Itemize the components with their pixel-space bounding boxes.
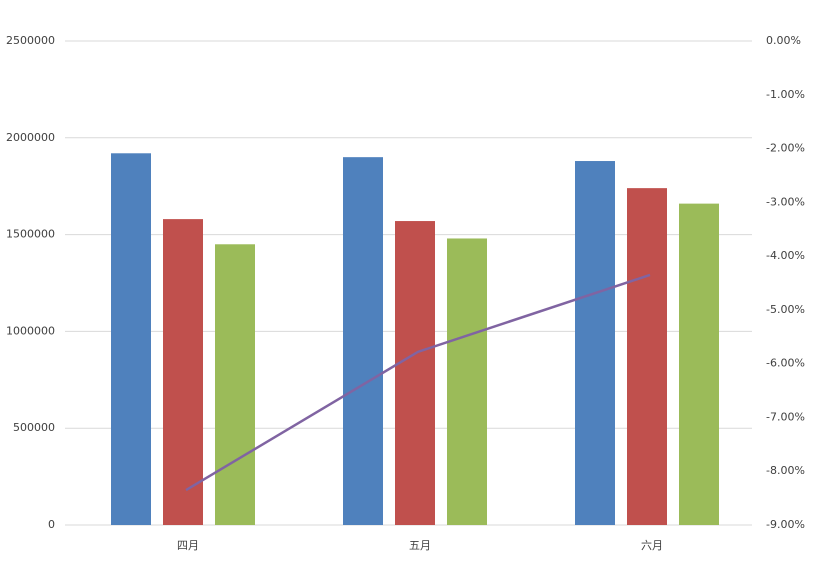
y-tick-label: 1500000 — [6, 228, 55, 241]
line — [185, 273, 651, 492]
y2-tick-label: -5.00% — [766, 303, 805, 316]
y2-tick-label: -3.00% — [766, 195, 805, 208]
y2-tick-label: -6.00% — [766, 357, 805, 370]
y2-tick-label: -1.00% — [766, 88, 805, 101]
y2-tick-label: -2.00% — [766, 142, 805, 155]
y2-tick-label: -8.00% — [766, 464, 805, 477]
y-tick-label: 2500000 — [6, 34, 55, 47]
bar — [679, 203, 719, 525]
y2-tick-label: 0.00% — [766, 34, 801, 47]
x-tick-label: 五月 — [409, 539, 431, 552]
y-tick-label: 2000000 — [6, 131, 55, 144]
y2-tick-label: -4.00% — [766, 249, 805, 262]
bar — [627, 188, 667, 526]
bar — [447, 238, 487, 526]
y-tick-label: 500000 — [13, 421, 55, 434]
y2-tick-label: -9.00% — [766, 518, 805, 531]
bar — [575, 161, 615, 526]
y2-tick-label: -7.00% — [766, 410, 805, 423]
bar — [163, 219, 203, 525]
x-tick-label: 四月 — [177, 539, 199, 552]
bar — [111, 153, 151, 525]
bar — [215, 244, 255, 525]
bar — [395, 221, 435, 525]
x-tick-label: 六月 — [641, 539, 663, 552]
bar — [343, 157, 383, 525]
y-tick-label: 0 — [48, 518, 55, 531]
y-tick-label: 1000000 — [6, 324, 55, 337]
